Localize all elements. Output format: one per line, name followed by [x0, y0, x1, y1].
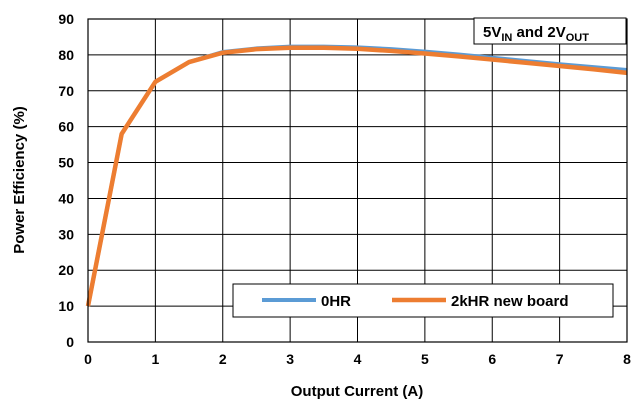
y-tick-label: 0 [66, 334, 74, 350]
y-tick-label: 20 [58, 262, 74, 278]
legend: 0HR 2kHR new board [232, 283, 614, 318]
y-tick-label: 30 [58, 226, 74, 242]
x-tick-label: 2 [219, 351, 227, 367]
annotation-box [473, 17, 627, 45]
y-tick-label: 40 [58, 190, 74, 206]
legend-label-0HR: 0HR [321, 293, 351, 310]
y-tick-label: 90 [58, 11, 74, 27]
y-axis-title: Power Efficiency (%) [11, 106, 28, 254]
x-tick-label: 4 [354, 351, 362, 367]
grid-lines [87, 18, 628, 343]
x-tick-label: 7 [556, 351, 564, 367]
legend-label-2kHR: 2kHR new board [451, 293, 569, 310]
annotation-text: 5VIN and 2VOUT [483, 24, 589, 44]
annotation-sub2: OUT [566, 32, 590, 44]
annotation-sub1: IN [501, 32, 512, 44]
plot-frame [87, 18, 628, 343]
y-tick-label: 70 [58, 83, 74, 99]
x-axis-title: Output Current (A) [291, 383, 423, 400]
annotation-middle: and 2V [512, 24, 565, 41]
y-tick-label: 10 [58, 298, 74, 314]
condition-annotation: 5VIN and 2VOUT [473, 17, 627, 45]
y-tick-label: 50 [58, 155, 74, 171]
y-tick-label: 60 [58, 119, 74, 135]
x-tick-label: 3 [286, 351, 294, 367]
y-tick-label: 80 [58, 47, 74, 63]
series-line-2kHR [85, 45, 628, 307]
series-lines [85, 44, 628, 307]
x-tick-label: 0 [84, 351, 92, 367]
x-tick-label: 5 [421, 351, 429, 367]
x-tick-label: 8 [623, 351, 631, 367]
x-tick-label: 6 [488, 351, 496, 367]
annotation-base1: 5V [483, 24, 501, 41]
x-tick-label: 1 [151, 351, 159, 367]
